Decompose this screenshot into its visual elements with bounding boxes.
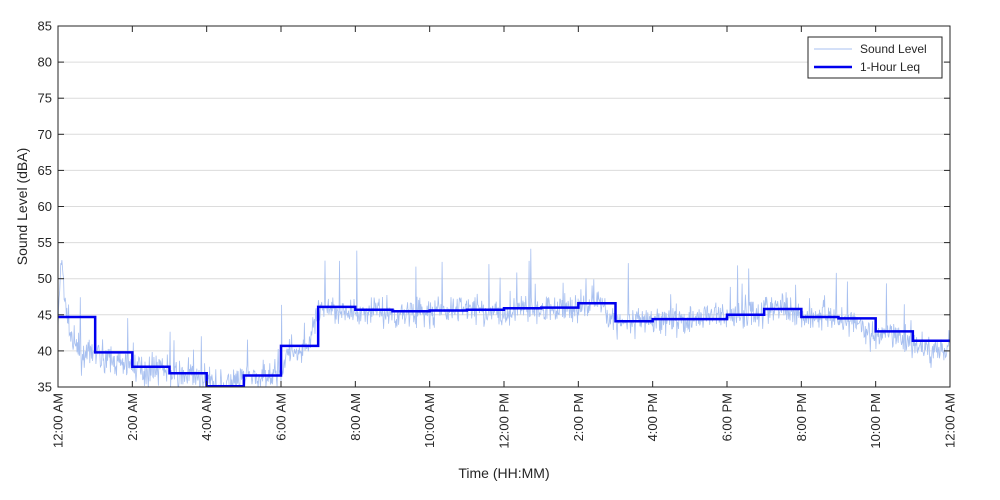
y-tick-label: 55: [38, 235, 52, 250]
x-tick-label: 2:00 PM: [571, 393, 586, 441]
y-tick-label: 50: [38, 271, 52, 286]
x-axis-ticks: 12:00 AM 2:00 AM 4:00 AM 6:00 AM 8:00 AM 10:0…: [51, 26, 958, 449]
x-tick-label: 12:00 PM: [497, 393, 512, 449]
y-tick-label: 75: [38, 91, 52, 106]
y-axis-label: Sound Level (dBA): [14, 148, 30, 266]
y-tick-label: 35: [38, 380, 52, 395]
y-axis-ticks: 35 40 45 50 55 60 65 70 75 80 85: [38, 19, 950, 395]
x-tick-label: 6:00 PM: [720, 393, 735, 441]
legend-box: [807, 36, 943, 79]
y-tick-label: 85: [38, 19, 52, 34]
x-tick-label: 6:00 AM: [274, 393, 289, 441]
x-tick-label: 12:00 AM: [943, 393, 958, 448]
x-tick-label: 4:00 AM: [199, 393, 214, 441]
x-tick-label: 10:00 PM: [868, 393, 883, 449]
y-tick-label: 70: [38, 127, 52, 142]
x-tick-label: 10:00 AM: [422, 393, 437, 448]
x-axis-label: Time (HH:MM): [458, 465, 549, 481]
legend: Sound Level 1-Hour Leq: [807, 36, 943, 79]
x-tick-label: 4:00 PM: [645, 393, 660, 441]
x-tick-label: 2:00 AM: [125, 393, 140, 441]
y-tick-label: 60: [38, 199, 52, 214]
y-tick-label: 40: [38, 343, 52, 358]
x-tick-label: 8:00 AM: [348, 393, 363, 441]
y-tick-label: 45: [38, 307, 52, 322]
y-tick-label: 65: [38, 163, 52, 178]
y-tick-label: 80: [38, 55, 52, 70]
legend-label: Sound Level: [860, 42, 927, 56]
legend-label: 1-Hour Leq: [860, 60, 920, 74]
x-tick-label: 12:00 AM: [51, 393, 66, 448]
x-tick-label: 8:00 PM: [794, 393, 809, 441]
